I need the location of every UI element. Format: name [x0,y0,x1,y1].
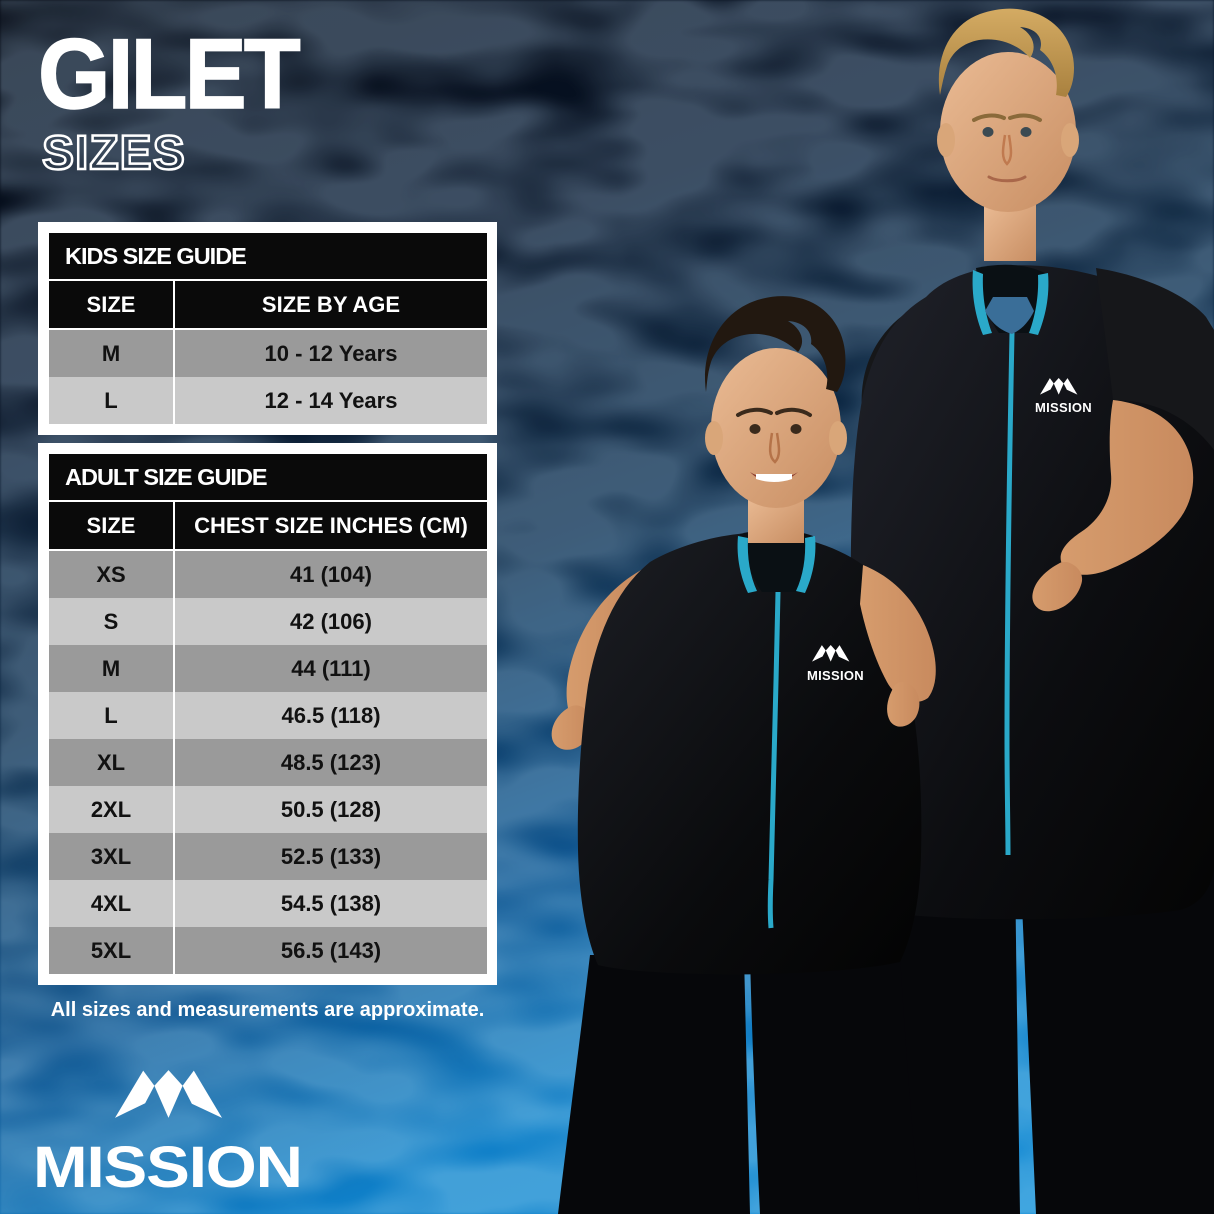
svg-text:MISSION: MISSION [807,668,864,683]
svg-text:MISSION: MISSION [1035,400,1092,415]
